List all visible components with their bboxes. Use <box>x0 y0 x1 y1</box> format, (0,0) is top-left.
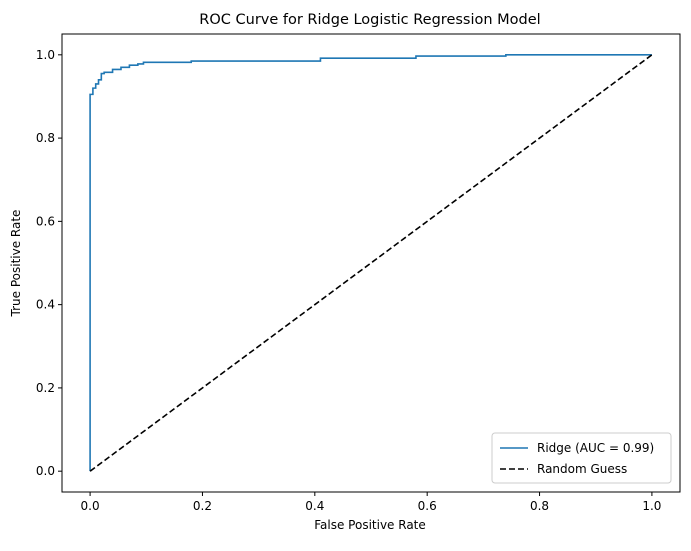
y-tick-label: 1.0 <box>36 48 55 62</box>
x-tick-label: 0.8 <box>530 499 549 513</box>
axis-ticks: 0.0 0.2 0.4 0.6 0.8 1.0 0.0 0.2 0.4 0.6 0.8 1.0 <box>36 48 662 513</box>
y-tick-label: 0.4 <box>36 298 55 312</box>
y-tick-label: 0.2 <box>36 381 55 395</box>
x-tick-label: 0.6 <box>418 499 437 513</box>
x-axis-label: False Positive Rate <box>314 518 426 532</box>
x-tick-label: 0.4 <box>305 499 324 513</box>
x-tick-label: 0.0 <box>81 499 100 513</box>
legend-label: Ridge (AUC = 0.99) <box>537 441 654 455</box>
x-tick-label: 0.2 <box>193 499 212 513</box>
chart-title: ROC Curve for Ridge Logistic Regression … <box>199 12 540 28</box>
legend-box <box>491 432 672 484</box>
y-axis-label: True Positive Rate <box>9 210 23 318</box>
series-layer <box>89 54 653 472</box>
x-tick-label: 1.0 <box>642 499 661 513</box>
y-tick-label: 0.8 <box>36 131 55 145</box>
y-tick-label: 0.0 <box>36 464 55 478</box>
roc-curve-line <box>89 54 652 472</box>
legend: Ridge (AUC = 0.99) Random Guess <box>491 432 672 484</box>
legend-label: Random Guess <box>537 462 627 476</box>
axes-frame <box>61 33 681 493</box>
y-tick-label: 0.6 <box>36 214 55 228</box>
